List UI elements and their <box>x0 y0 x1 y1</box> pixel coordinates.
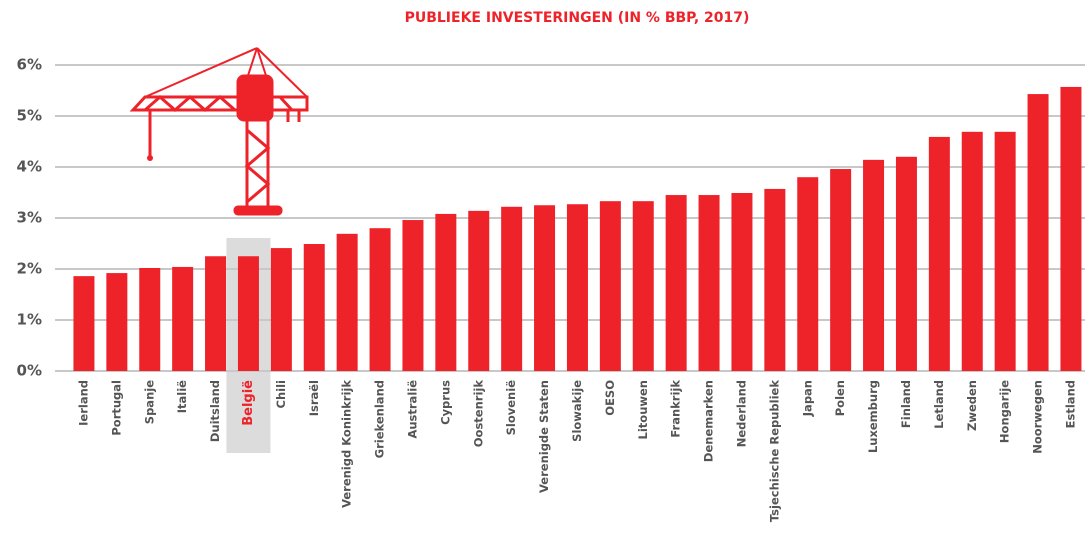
x-tick-label: Tsjechische Republiek <box>767 380 781 522</box>
x-tick-label: Letland <box>932 380 946 429</box>
x-tick-label: Verenigde Staten <box>537 380 551 493</box>
bar <box>731 193 752 371</box>
y-tick-label: 5% <box>17 107 42 125</box>
chart-title: PUBLIEKE INVESTERINGEN (IN % BBP, 2017) <box>405 10 750 26</box>
bar <box>402 220 423 371</box>
y-tick-label: 4% <box>17 158 42 176</box>
x-tick-label: Ierland <box>76 380 90 426</box>
x-tick-label: Nederland <box>734 380 748 447</box>
y-tick-label: 3% <box>17 209 42 227</box>
bar <box>699 195 720 371</box>
x-tick-label: Litouwen <box>636 380 650 439</box>
bar <box>567 204 588 371</box>
x-tick-label: Cyprus <box>438 380 452 425</box>
x-tick-label: OESO <box>603 380 617 416</box>
x-tick-label: Zweden <box>965 380 979 431</box>
x-tick-label: Oostenrijk <box>471 380 485 448</box>
bar <box>929 137 950 371</box>
bars <box>73 87 1081 371</box>
y-tick-label: 2% <box>17 260 42 278</box>
x-tick-label: Luxemburg <box>866 380 880 453</box>
bar <box>205 256 226 371</box>
x-tick-label: Duitsland <box>208 380 222 442</box>
y-tick-label: 6% <box>17 56 42 74</box>
bar <box>764 189 785 371</box>
bar <box>139 268 160 371</box>
bar <box>962 132 983 371</box>
chart: PUBLIEKE INVESTERINGEN (IN % BBP, 2017) … <box>0 0 1091 546</box>
bar <box>995 132 1016 371</box>
y-tick-label: 1% <box>17 311 42 329</box>
bar <box>271 248 292 371</box>
x-tick-label: Frankrijk <box>669 380 683 438</box>
x-tick-label: Noorwegen <box>1031 380 1045 454</box>
crane-icon <box>133 48 307 214</box>
x-tick-label: Spanje <box>142 380 156 424</box>
bar <box>1060 87 1081 371</box>
bar <box>633 201 654 371</box>
bar <box>534 205 555 371</box>
x-tick-label: Japan <box>800 380 814 417</box>
bar <box>73 276 94 371</box>
x-tick-label: Hongarije <box>998 380 1012 443</box>
bar <box>830 169 851 371</box>
x-tick-label: Griekenland <box>373 380 387 458</box>
bar <box>1028 94 1049 371</box>
bar <box>797 177 818 371</box>
bar <box>337 234 358 371</box>
bar <box>238 256 259 371</box>
x-tick-label: Polen <box>833 380 847 416</box>
bar <box>501 207 522 371</box>
x-tick-label: Finland <box>899 380 913 428</box>
bar <box>370 228 391 371</box>
bar <box>304 244 325 371</box>
bar <box>435 214 456 371</box>
x-tick-label: Australië <box>405 380 419 439</box>
bar <box>666 195 687 371</box>
x-tick-label: Verenigd Koninkrijk <box>340 380 354 508</box>
x-tick-label: Italië <box>175 380 189 413</box>
y-tick-label: 0% <box>17 362 42 380</box>
bar <box>896 157 917 371</box>
x-tick-label: Denemarken <box>702 380 716 462</box>
bar <box>468 211 489 371</box>
x-tick-label: België <box>241 380 256 426</box>
bar <box>863 160 884 371</box>
x-tick-label: Chili <box>274 380 288 408</box>
x-tick-label: Slovenië <box>504 380 518 436</box>
bar <box>172 267 193 371</box>
x-tick-label: Slowakije <box>570 380 584 442</box>
x-tick-label: Estland <box>1063 380 1077 428</box>
bar <box>106 273 127 371</box>
x-tick-label: Israël <box>307 380 321 416</box>
x-tick-label: Portugal <box>109 380 123 436</box>
bar <box>600 201 621 371</box>
